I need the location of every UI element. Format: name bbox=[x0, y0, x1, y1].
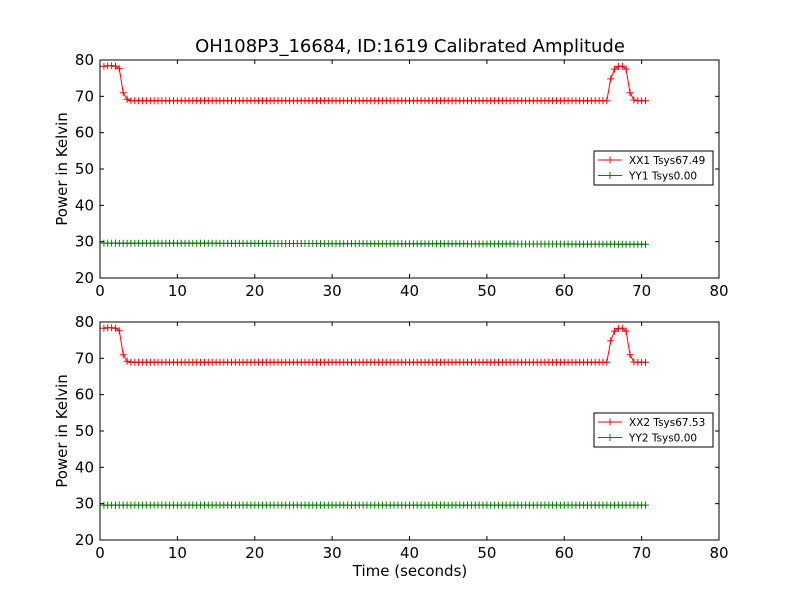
series-markers-2-1 bbox=[100, 324, 649, 366]
data-point bbox=[626, 89, 634, 97]
data-point bbox=[119, 89, 127, 97]
chart-title: OH108P3_16684, ID:1619 Calibrated Amplit… bbox=[195, 36, 625, 57]
y-tick-label: 40 bbox=[75, 458, 94, 476]
y-axis-label-1: Power in Kelvin bbox=[53, 112, 71, 226]
data-point bbox=[622, 65, 630, 73]
series-markers-1-1 bbox=[100, 62, 649, 105]
x-tick-label: 10 bbox=[168, 544, 187, 562]
data-point bbox=[123, 357, 131, 365]
series-markers-1-2 bbox=[100, 239, 649, 248]
data-point bbox=[611, 327, 618, 335]
data-point bbox=[603, 97, 611, 105]
y-tick-label: 30 bbox=[75, 495, 94, 513]
data-point bbox=[642, 501, 649, 509]
legend-swatch-marker bbox=[606, 172, 614, 179]
x-tick-label: 60 bbox=[555, 282, 574, 300]
x-tick-label: 80 bbox=[709, 544, 728, 562]
data-point bbox=[618, 62, 626, 70]
x-tick-label: 0 bbox=[95, 544, 105, 562]
data-point bbox=[642, 97, 649, 105]
y-tick-label: 60 bbox=[75, 124, 94, 142]
x-tick-label: 70 bbox=[632, 544, 651, 562]
data-point bbox=[642, 358, 649, 366]
data-point bbox=[603, 358, 611, 366]
x-tick-label: 40 bbox=[400, 282, 419, 300]
y-tick-label: 50 bbox=[75, 160, 94, 178]
y-tick-label: 20 bbox=[75, 531, 94, 549]
y-tick-label: 50 bbox=[75, 422, 94, 440]
data-point bbox=[115, 327, 123, 335]
chart-panel-1: 0 10 20 30 40 50 60 70 80 20 30 40 50 60 70 80 Power in … bbox=[53, 51, 729, 300]
legend-entry-label: XX1 Tsys67.49 bbox=[629, 155, 705, 167]
legend-box bbox=[593, 150, 714, 186]
x-tick-label: 50 bbox=[477, 544, 496, 562]
legend-1: XX1 Tsys67.49 YY1 Tsys0.00 bbox=[593, 150, 714, 186]
x-tick-label: 40 bbox=[400, 544, 419, 562]
data-point bbox=[618, 324, 626, 332]
y-tick-label: 70 bbox=[75, 87, 94, 105]
data-point bbox=[112, 62, 119, 70]
legend-entry-label: XX2 Tsys67.53 bbox=[629, 417, 705, 429]
data-point bbox=[607, 337, 615, 345]
legend-box bbox=[593, 412, 714, 448]
data-point bbox=[630, 96, 638, 104]
data-point bbox=[642, 240, 649, 248]
x-tick-label: 30 bbox=[323, 282, 342, 300]
y-axis-label-2: Power in Kelvin bbox=[53, 374, 71, 488]
legend-swatch-marker bbox=[606, 434, 614, 441]
data-point bbox=[611, 65, 618, 73]
chart-panel-2: 0 10 20 30 40 50 60 70 80 20 30 40 50 60 70 80 Power in … bbox=[53, 313, 729, 562]
x-tick-label: 20 bbox=[245, 282, 264, 300]
legend-2: XX2 Tsys67.53 YY2 Tsys0.00 bbox=[593, 412, 714, 448]
data-point bbox=[607, 75, 615, 83]
data-point bbox=[626, 351, 634, 359]
y-tick-label: 30 bbox=[75, 233, 94, 251]
y-tick-label: 80 bbox=[75, 51, 94, 69]
x-tick-label: 10 bbox=[168, 282, 187, 300]
data-point bbox=[112, 324, 119, 332]
data-point bbox=[622, 327, 630, 335]
x-tick-label: 70 bbox=[632, 282, 651, 300]
legend-entry-label: YY2 Tsys0.00 bbox=[628, 433, 697, 445]
data-point bbox=[119, 351, 127, 359]
x-axis-label: Time (seconds) bbox=[352, 562, 468, 580]
y-tick-label: 20 bbox=[75, 269, 94, 287]
x-tick-label: 20 bbox=[245, 544, 264, 562]
series-markers-2-2 bbox=[100, 501, 649, 509]
y-tick-label: 60 bbox=[75, 386, 94, 404]
data-point bbox=[123, 95, 131, 103]
y-tick-label: 70 bbox=[75, 349, 94, 367]
x-tick-label: 0 bbox=[95, 282, 105, 300]
x-tick-label: 60 bbox=[555, 544, 574, 562]
x-tick-label: 50 bbox=[477, 282, 496, 300]
legend-entry-label: YY1 Tsys0.00 bbox=[628, 171, 697, 183]
y-tick-label: 80 bbox=[75, 313, 94, 331]
x-tick-label: 30 bbox=[323, 544, 342, 562]
series-line-1-1 bbox=[103, 65, 646, 102]
y-tick-label: 40 bbox=[75, 196, 94, 214]
data-point bbox=[115, 65, 123, 73]
x-tick-label: 80 bbox=[709, 282, 728, 300]
series-line-2-1 bbox=[103, 327, 646, 363]
legend-swatch-marker bbox=[606, 418, 614, 426]
legend-swatch-marker bbox=[606, 156, 614, 164]
